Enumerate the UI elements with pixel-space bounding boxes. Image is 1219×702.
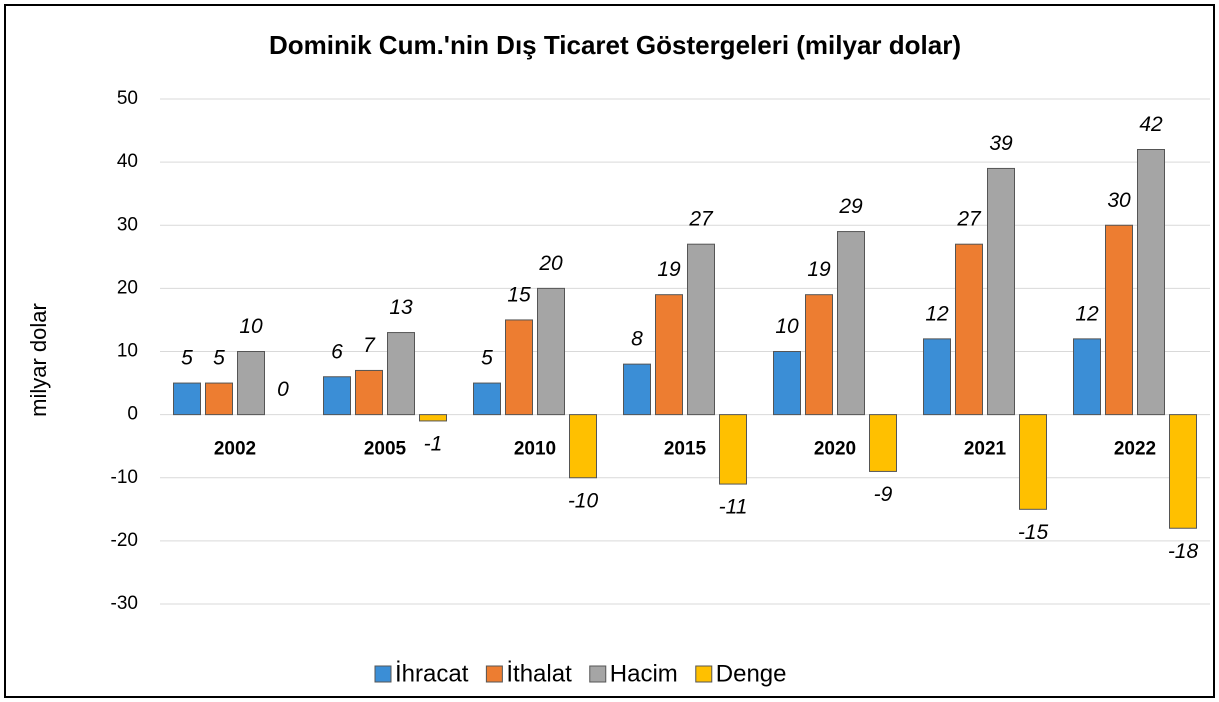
bar bbox=[473, 382, 501, 416]
bar bbox=[955, 243, 983, 416]
x-tick-label: 2015 bbox=[664, 439, 707, 460]
data-label: -18 bbox=[1168, 540, 1199, 563]
data-label: 20 bbox=[538, 252, 563, 275]
bar bbox=[655, 294, 683, 416]
data-label: -11 bbox=[719, 496, 748, 519]
bar bbox=[719, 414, 747, 485]
data-label: 0 bbox=[277, 378, 289, 401]
bar bbox=[987, 167, 1015, 416]
bar bbox=[355, 369, 383, 416]
bar bbox=[173, 382, 201, 416]
bar bbox=[387, 332, 415, 416]
bar bbox=[623, 363, 651, 416]
bar bbox=[1137, 149, 1165, 416]
data-label: 27 bbox=[688, 208, 714, 231]
y-tick-label: 10 bbox=[117, 341, 138, 362]
bar bbox=[1105, 224, 1133, 416]
y-axis-label: milyar dolar bbox=[26, 303, 51, 417]
bar bbox=[923, 338, 951, 416]
bar bbox=[1073, 338, 1101, 416]
data-label: 6 bbox=[331, 340, 343, 363]
legend-label: İhracat bbox=[395, 660, 469, 687]
data-label: 5 bbox=[213, 347, 225, 370]
data-label: -10 bbox=[568, 489, 599, 512]
data-label: -15 bbox=[1018, 521, 1049, 544]
bar bbox=[569, 414, 597, 479]
data-label: 15 bbox=[507, 283, 531, 306]
data-label: 5 bbox=[481, 347, 493, 370]
data-label: 30 bbox=[1107, 189, 1131, 212]
bar bbox=[1019, 414, 1047, 510]
bar bbox=[237, 351, 265, 416]
bar bbox=[537, 287, 565, 416]
y-tick-label: 0 bbox=[127, 404, 138, 425]
legend-label: İthalat bbox=[506, 660, 572, 687]
x-tick-label: 2022 bbox=[1114, 439, 1156, 460]
data-label: 19 bbox=[657, 258, 681, 281]
data-label: 7 bbox=[363, 334, 376, 357]
bar bbox=[419, 414, 447, 422]
data-label: 10 bbox=[239, 315, 263, 338]
y-tick-label: 40 bbox=[117, 151, 138, 172]
data-label: 29 bbox=[838, 195, 863, 218]
bar bbox=[805, 294, 833, 416]
legend-label: Hacim bbox=[610, 660, 678, 687]
x-tick-label: 2010 bbox=[514, 439, 556, 460]
y-tick-label: 30 bbox=[117, 214, 138, 235]
bar bbox=[205, 382, 233, 416]
legend-label: Denge bbox=[716, 660, 787, 687]
chart-title: Dominik Cum.'nin Dış Ticaret Göstergeler… bbox=[269, 30, 961, 60]
data-label: 12 bbox=[1075, 302, 1099, 325]
data-label: 5 bbox=[181, 347, 193, 370]
y-tick-label: 50 bbox=[117, 88, 138, 109]
data-label: 27 bbox=[956, 208, 982, 231]
data-label: 42 bbox=[1139, 113, 1163, 136]
y-tick-label: -30 bbox=[111, 593, 138, 614]
x-tick-label: 2021 bbox=[964, 439, 1007, 460]
bar bbox=[323, 376, 351, 416]
x-tick-label: 2020 bbox=[814, 439, 856, 460]
bar bbox=[505, 319, 533, 416]
bar bbox=[773, 351, 801, 416]
data-label: 13 bbox=[389, 296, 413, 319]
data-label: 12 bbox=[925, 302, 949, 325]
data-label: 19 bbox=[807, 258, 831, 281]
legend-swatch bbox=[485, 665, 503, 683]
y-tick-label: -10 bbox=[111, 467, 138, 488]
data-label: 8 bbox=[631, 328, 643, 351]
bar bbox=[837, 231, 865, 416]
legend-swatch bbox=[695, 665, 713, 683]
data-label: -9 bbox=[874, 483, 893, 506]
data-label: -1 bbox=[424, 432, 443, 455]
legend-swatch bbox=[589, 665, 607, 683]
y-tick-label: 20 bbox=[117, 277, 138, 298]
data-label: 39 bbox=[989, 132, 1013, 155]
bar bbox=[869, 414, 897, 472]
bar bbox=[1169, 414, 1197, 529]
data-label: 10 bbox=[775, 315, 799, 338]
legend-swatch bbox=[374, 665, 392, 683]
legend: İhracat İthalat Hacim Denge bbox=[374, 660, 787, 687]
x-tick-label: 2002 bbox=[214, 439, 256, 460]
bar bbox=[687, 243, 715, 416]
y-tick-label: -20 bbox=[111, 530, 138, 551]
x-tick-label: 2005 bbox=[364, 439, 407, 460]
